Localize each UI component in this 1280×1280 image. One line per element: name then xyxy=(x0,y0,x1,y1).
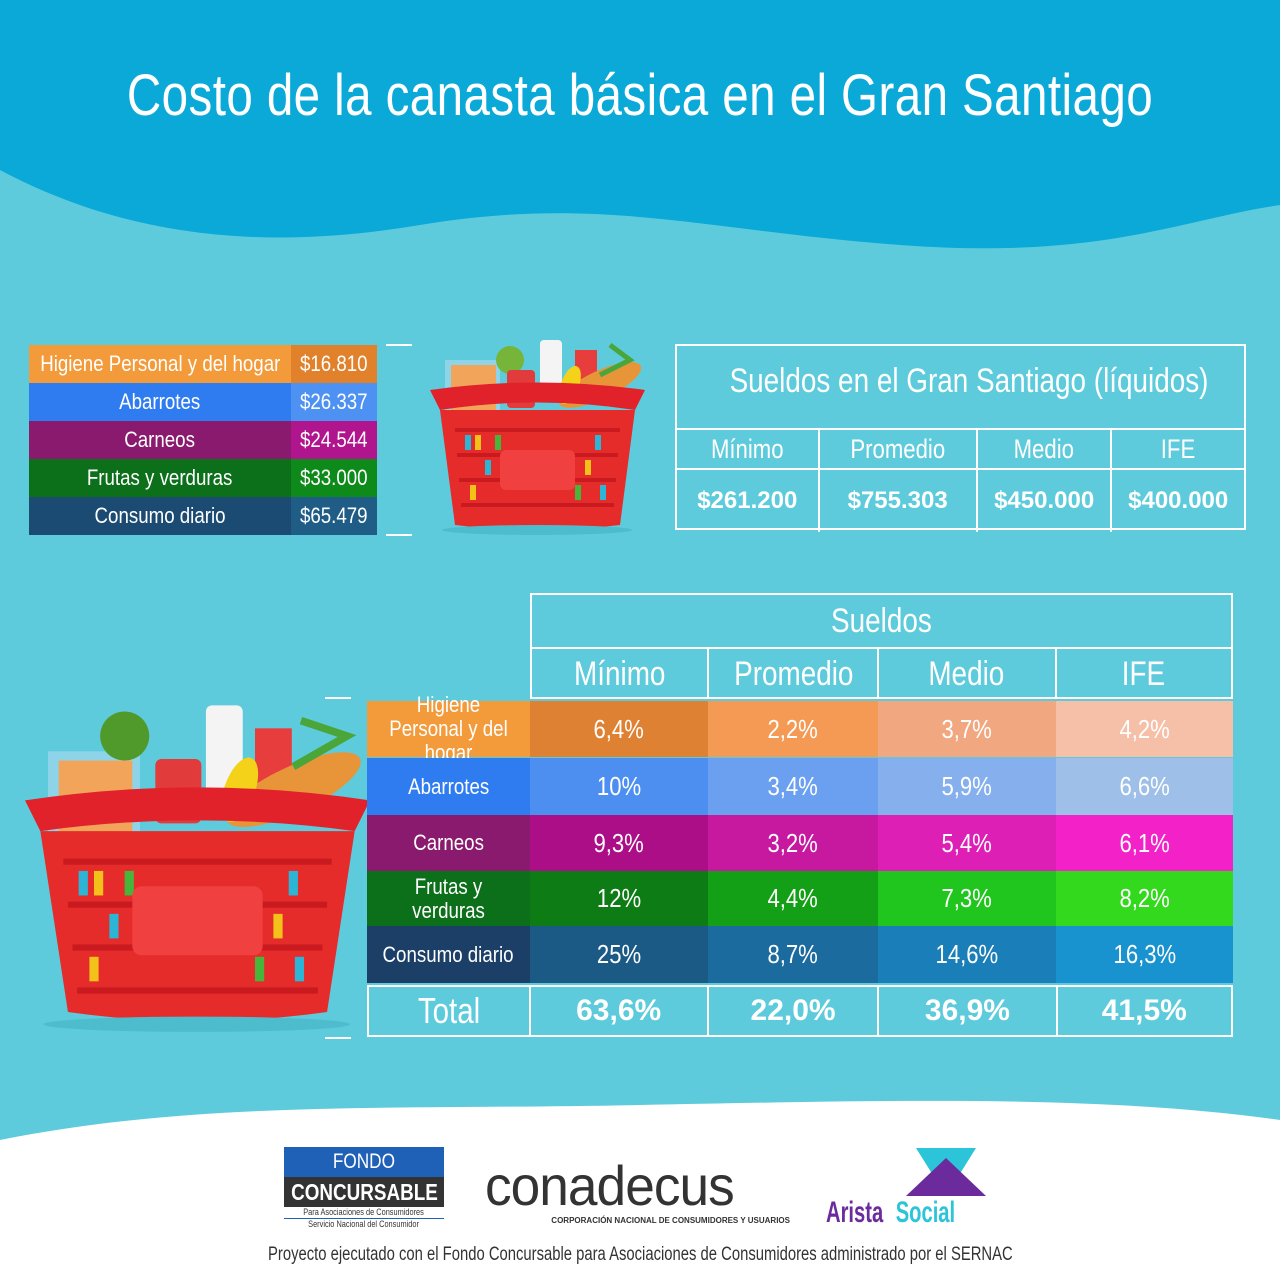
percentage-cell: 5,9% xyxy=(878,758,1056,815)
cost-row: Abarrotes $26.337 xyxy=(29,383,377,421)
percentage-row: Consumo diario 25% 8,7% 14,6% 16,3% xyxy=(367,926,1233,983)
percentage-row-label: Carneos xyxy=(367,815,530,871)
cost-value: $16.810 xyxy=(291,345,377,383)
bracket-line xyxy=(325,697,351,699)
salary-column-label: Mínimo xyxy=(677,430,818,470)
cost-label: Higiene Personal y del hogar xyxy=(29,345,291,383)
cost-value: $33.000 xyxy=(291,459,377,497)
percentage-row: Abarrotes 10% 3,4% 5,9% 6,6% xyxy=(367,758,1233,815)
percentage-column-header: IFE xyxy=(1122,654,1166,693)
cost-value: $26.337 xyxy=(291,383,377,421)
percentage-cell: 3,4% xyxy=(708,758,878,815)
cost-row: Frutas y verduras $33.000 xyxy=(29,459,377,497)
cost-value: $65.479 xyxy=(291,497,377,535)
total-value: 41,5% xyxy=(1101,994,1187,1027)
total-value: 36,9% xyxy=(879,987,1058,1035)
sueldos-header: Sueldos xyxy=(532,595,1231,649)
percentage-cell: 4,4% xyxy=(708,871,878,926)
percentage-row-label: Frutas y verduras xyxy=(367,871,530,926)
percentage-cell: 6,1% xyxy=(1056,815,1233,871)
basket-illustration-small xyxy=(430,340,645,535)
salaries-box: Sueldos en el Gran Santiago (líquidos) M… xyxy=(675,344,1246,532)
percentage-column-header: Medio xyxy=(879,649,1057,699)
total-value: 22,0% xyxy=(709,987,880,1035)
percentage-cell: 2,2% xyxy=(708,701,878,757)
cost-label: Consumo diario xyxy=(29,497,291,535)
cost-label: Frutas y verduras xyxy=(29,459,291,497)
percentage-cell: 25% xyxy=(530,926,708,983)
salary-column-label: Medio xyxy=(977,430,1111,470)
percentage-header: Sueldos Mínimo Promedio Medio IFE xyxy=(530,593,1233,699)
cost-row: Higiene Personal y del hogar $16.810 xyxy=(29,345,377,383)
percentage-cell: 3,7% xyxy=(878,701,1056,757)
percentage-row-label: Higiene Personal y del hogar xyxy=(367,693,530,765)
percentage-row: Frutas y verduras 12% 4,4% 7,3% 8,2% xyxy=(367,871,1233,926)
total-row: Total 63,6% 22,0% 36,9% 41,5% xyxy=(367,985,1233,1037)
salaries-grid: Mínimo $261.200 Promedio $755.303 Medio $450.… xyxy=(677,428,1244,532)
footer-text: Proyecto ejecutado con el Fondo Concursa… xyxy=(267,1244,1013,1265)
cost-label: Carneos xyxy=(29,421,291,459)
percentage-cell: 3,2% xyxy=(708,815,878,871)
arista-social-logo: Arista Social xyxy=(826,1148,1002,1232)
cost-value: $24.544 xyxy=(291,421,377,459)
percentage-cell: 12% xyxy=(530,871,708,926)
cost-table: Higiene Personal y del hogar $16.810 Abarr… xyxy=(29,345,377,535)
percentage-column-header: Mínimo xyxy=(532,649,710,699)
percentage-cell: 9,3% xyxy=(530,815,708,871)
salaries-title: Sueldos en el Gran Santiago (líquidos) xyxy=(729,362,1209,400)
arista-triangle-icon xyxy=(906,1148,986,1196)
percentage-cell: 14,6% xyxy=(878,926,1056,983)
salary-column: Medio $450.000 xyxy=(977,430,1113,532)
header-wave xyxy=(0,0,1280,249)
total-value: 63,6% xyxy=(531,987,709,1035)
salary-column: IFE $400.000 xyxy=(1112,430,1244,532)
percentage-row: Carneos 9,3% 3,2% 5,4% 6,1% xyxy=(367,815,1233,871)
bracket-line xyxy=(325,1037,351,1039)
percentage-cell: 5,4% xyxy=(878,815,1056,871)
conadecus-logo: conadecus CORPORACIÓN NACIONAL DE CONSUM… xyxy=(485,1154,790,1226)
salary-column: Promedio $755.303 xyxy=(819,430,978,532)
bracket-line xyxy=(386,534,412,536)
cost-row: Consumo diario $65.479 xyxy=(29,497,377,535)
salary-value: $400.000 xyxy=(1128,487,1229,514)
salary-column: Mínimo $261.200 xyxy=(677,430,820,532)
percentage-column-header: Promedio xyxy=(709,649,880,699)
percentage-cell: 7,3% xyxy=(878,871,1056,926)
bracket-line xyxy=(386,344,412,346)
footer-wave xyxy=(0,1100,1280,1280)
percentage-cell: 4,2% xyxy=(1056,701,1233,757)
percentage-row-label: Abarrotes xyxy=(367,758,530,815)
percentage-row-label: Consumo diario xyxy=(367,926,530,983)
percentage-row: Higiene Personal y del hogar 6,4% 2,2% 3,7%… xyxy=(367,693,1233,765)
percentage-cell: 6,6% xyxy=(1056,758,1233,815)
cost-label: Abarrotes xyxy=(29,383,291,421)
page-title: Costo de la canasta básica en el Gran Sa… xyxy=(126,63,1154,128)
percentage-cell: 10% xyxy=(530,758,708,815)
salary-value: $755.303 xyxy=(847,487,948,514)
cost-row: Carneos $24.544 xyxy=(29,421,377,459)
percentage-cell: 8,7% xyxy=(708,926,878,983)
total-label: Total xyxy=(369,987,531,1035)
percentage-cell: 16,3% xyxy=(1056,926,1233,983)
basket-illustration-large xyxy=(25,705,370,1032)
salary-value: $450.000 xyxy=(994,487,1095,514)
salary-column-label: Promedio xyxy=(819,430,976,470)
salary-value: $261.200 xyxy=(697,487,798,514)
percentage-cell: 6,4% xyxy=(530,701,708,757)
salary-column-label: IFE xyxy=(1112,430,1244,470)
fondo-concursable-logo: FONDO CONCURSABLE Para Asociaciones de C… xyxy=(284,1147,444,1231)
percentage-cell: 8,2% xyxy=(1056,871,1233,926)
